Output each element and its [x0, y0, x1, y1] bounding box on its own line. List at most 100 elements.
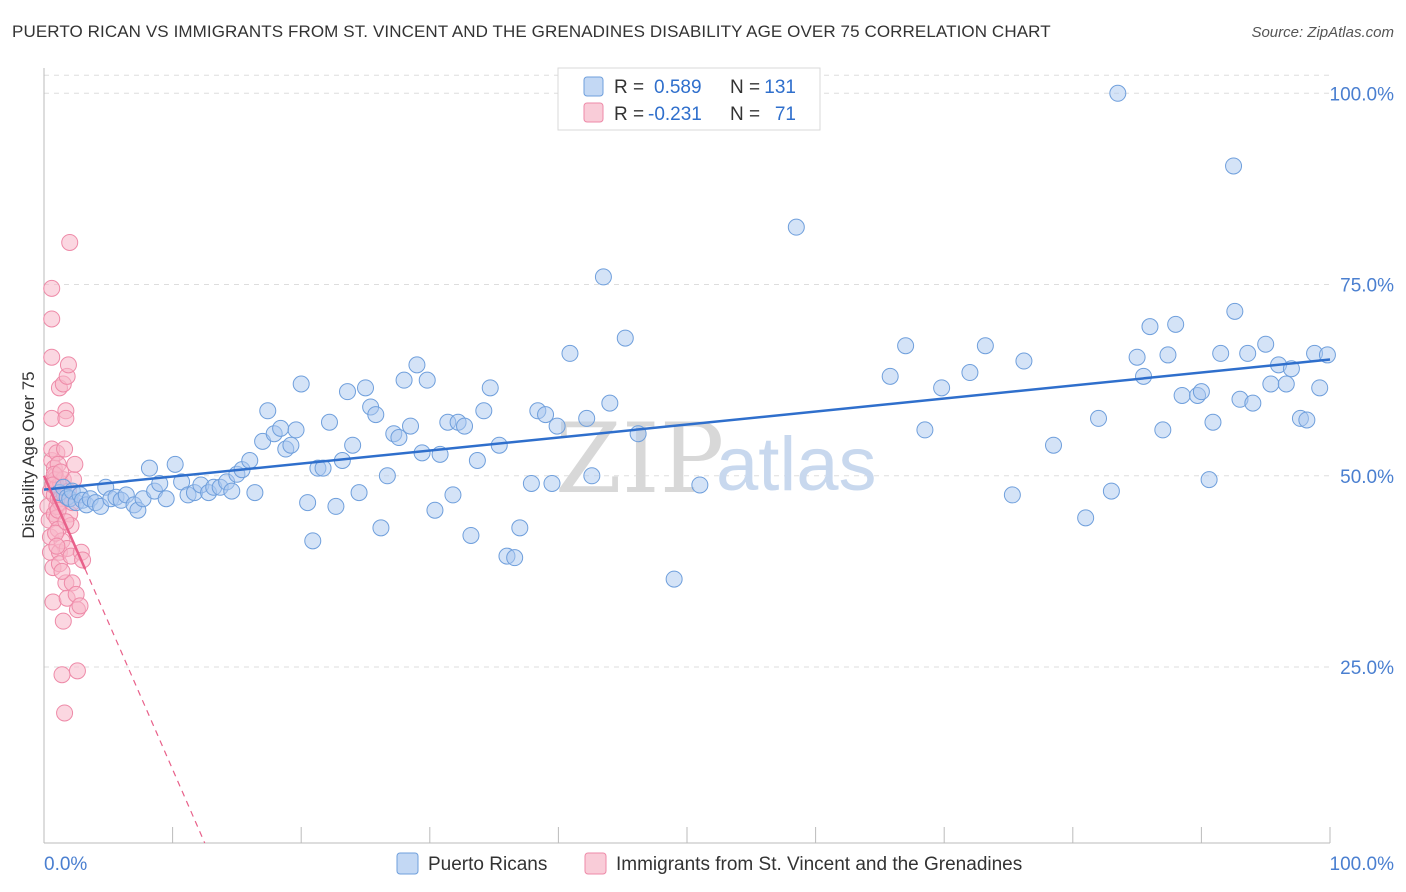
- point-puerto-ricans-74: [462, 526, 480, 544]
- point-puerto-ricans-85: [543, 474, 561, 492]
- point-st-vincent-50: [61, 233, 79, 251]
- y-tick-label-25: 25.0%: [1340, 658, 1394, 679]
- legend-bottom-label-st-vincent: Immigrants from St. Vincent and the Gren…: [616, 854, 1022, 875]
- legend-bottom-label-puerto-ricans: Puerto Ricans: [428, 854, 547, 875]
- point-st-vincent-70: [52, 463, 70, 481]
- legend-top-n-label-pink: N =: [730, 104, 760, 125]
- point-puerto-ricans-100: [933, 379, 951, 397]
- point-puerto-ricans-53: [338, 383, 356, 401]
- point-puerto-ricans-99: [916, 421, 934, 439]
- x-tick-label-max: 100.0%: [1330, 854, 1395, 875]
- legend-top-n-label-blue: N =: [730, 77, 760, 98]
- point-st-vincent-59: [68, 662, 86, 680]
- point-puerto-ricans-114: [1167, 315, 1185, 333]
- point-puerto-ricans-68: [426, 501, 444, 519]
- point-puerto-ricans-118: [1200, 471, 1218, 489]
- x-tick-label-min: 0.0%: [44, 854, 87, 875]
- point-puerto-ricans-56: [357, 379, 374, 397]
- watermark: ZIP atlas: [555, 403, 877, 515]
- point-puerto-ricans-33: [223, 482, 241, 500]
- point-puerto-ricans-106: [1077, 509, 1095, 527]
- point-st-vincent-12: [44, 593, 62, 611]
- point-puerto-ricans-44: [287, 421, 305, 439]
- point-puerto-ricans-41: [272, 419, 290, 437]
- point-puerto-ricans-45: [292, 375, 310, 393]
- point-puerto-ricans-108: [1102, 482, 1120, 500]
- chart-source: Source: ZipAtlas.com: [1251, 24, 1394, 41]
- point-puerto-ricans-125: [1257, 335, 1275, 353]
- point-puerto-ricans-36: [241, 452, 259, 469]
- point-puerto-ricans-120: [1212, 344, 1230, 362]
- point-puerto-ricans-104: [1015, 352, 1033, 370]
- point-puerto-ricans-58: [367, 406, 385, 424]
- point-puerto-ricans-112: [1154, 421, 1172, 439]
- point-st-vincent-10: [43, 279, 61, 297]
- point-st-vincent-41: [57, 409, 75, 427]
- point-puerto-ricans-110: [1135, 367, 1153, 385]
- point-st-vincent-33: [53, 666, 71, 684]
- point-puerto-ricans-46: [299, 494, 317, 512]
- y-tick-labels: 25.0% 50.0% 75.0% 100.0%: [1330, 84, 1395, 679]
- point-puerto-ricans-71: [444, 486, 462, 504]
- point-puerto-ricans-55: [350, 484, 368, 502]
- y-tick-label-50: 50.0%: [1340, 467, 1394, 488]
- point-puerto-ricans-87: [561, 344, 579, 362]
- trendlines: [42, 358, 1331, 844]
- point-st-vincent-34: [54, 612, 72, 630]
- watermark-atlas: atlas: [716, 422, 877, 507]
- legend-top-n-value-pink: 71: [775, 104, 796, 125]
- point-puerto-ricans-117: [1192, 383, 1210, 401]
- point-puerto-ricans-60: [378, 467, 396, 485]
- point-puerto-ricans-98: [897, 337, 915, 355]
- point-puerto-ricans-65: [408, 356, 426, 374]
- point-puerto-ricans-47: [304, 532, 322, 550]
- legend-top-swatch-blue: [583, 76, 604, 97]
- point-puerto-ricans-50: [320, 413, 338, 431]
- point-st-vincent-8: [43, 348, 61, 366]
- legend-top-n-value-blue: 131: [764, 77, 796, 98]
- point-puerto-ricans-51: [327, 497, 345, 515]
- point-st-vincent-38: [56, 704, 74, 722]
- point-puerto-ricans-77: [481, 379, 499, 397]
- point-puerto-ricans-107: [1090, 409, 1108, 427]
- point-st-vincent-9: [43, 310, 61, 328]
- point-puerto-ricans-73: [456, 417, 474, 435]
- trendline-st-vincent-extension: [84, 568, 206, 844]
- trendline-puerto-ricans: [43, 358, 1331, 491]
- point-puerto-ricans-113: [1159, 346, 1177, 364]
- point-puerto-ricans-105: [1045, 436, 1063, 454]
- legend-top-swatch-pink: [583, 102, 604, 123]
- point-puerto-ricans-75: [468, 452, 486, 469]
- point-puerto-ricans-109: [1128, 348, 1146, 366]
- point-puerto-ricans-89: [583, 467, 601, 485]
- point-puerto-ricans-59: [372, 519, 390, 537]
- point-puerto-ricans-76: [475, 402, 493, 420]
- point-puerto-ricans-101: [961, 364, 979, 382]
- point-st-vincent-7: [43, 409, 61, 427]
- point-st-vincent-37: [56, 440, 74, 458]
- point-puerto-ricans-37: [246, 484, 264, 502]
- point-puerto-ricans-64: [402, 417, 420, 435]
- trendline-st-vincent: [42, 475, 87, 570]
- point-puerto-ricans-102: [976, 337, 994, 355]
- point-puerto-ricans-90: [594, 268, 612, 286]
- point-puerto-ricans-82: [522, 474, 540, 492]
- point-puerto-ricans-24: [166, 455, 184, 473]
- point-puerto-ricans-80: [506, 549, 524, 567]
- point-st-vincent-47: [59, 356, 77, 374]
- point-puerto-ricans-123: [1239, 344, 1257, 362]
- point-puerto-ricans-126: [1262, 375, 1280, 393]
- point-puerto-ricans-67: [418, 371, 436, 389]
- y-axis-label: Disability Age Over 75: [19, 371, 38, 538]
- point-puerto-ricans-103: [1003, 486, 1021, 504]
- point-puerto-ricans-84: [537, 406, 555, 424]
- point-st-vincent-64: [48, 537, 66, 555]
- point-puerto-ricans-131: [1298, 411, 1316, 429]
- point-puerto-ricans-115: [1173, 386, 1191, 404]
- point-st-vincent-66: [53, 562, 71, 580]
- point-puerto-ricans-136: [1225, 157, 1243, 175]
- point-puerto-ricans-97: [881, 367, 899, 385]
- y-tick-label-75: 75.0%: [1340, 276, 1394, 297]
- series-st-vincent-points: [39, 233, 92, 722]
